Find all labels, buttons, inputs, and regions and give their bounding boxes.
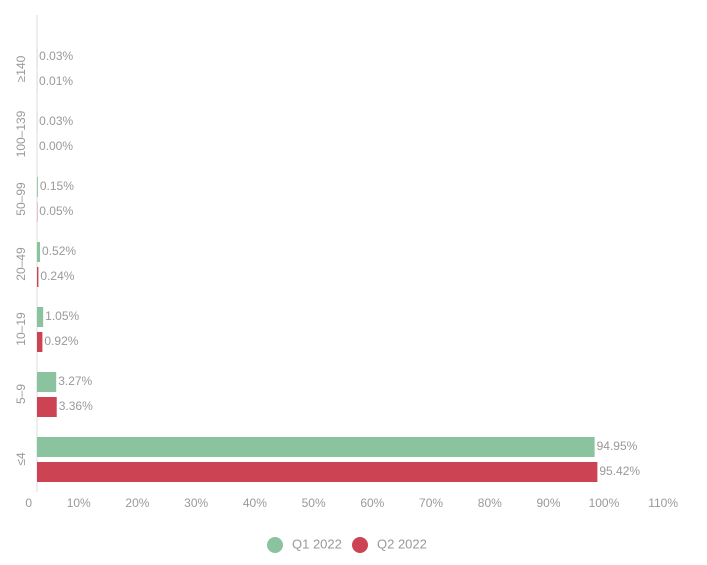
y-tick-label: 20–49 [14, 247, 28, 281]
value-label: 1.05% [45, 309, 79, 323]
y-tick-label: ≤4 [14, 452, 28, 466]
bar [37, 332, 43, 352]
value-label: 0.24% [40, 269, 74, 283]
x-tick-label: 10% [67, 496, 91, 510]
value-label: 0.03% [39, 49, 73, 63]
x-tick-label: 100% [589, 496, 620, 510]
y-tick-label: 10–19 [14, 312, 28, 346]
x-tick-label: 110% [648, 496, 678, 510]
bar [37, 397, 57, 417]
x-tick-label: 70% [419, 496, 443, 510]
y-tick-label: 50–99 [14, 182, 28, 216]
value-label: 0.01% [39, 74, 73, 88]
x-tick-label: 80% [478, 496, 502, 510]
value-label: 3.36% [59, 399, 93, 413]
y-tick-label: ≥140 [14, 55, 28, 82]
x-tick-label: 60% [360, 496, 384, 510]
value-label: 0.03% [39, 114, 73, 128]
value-label: 0.52% [42, 244, 76, 258]
x-tick-label: 50% [302, 496, 326, 510]
bar [37, 462, 598, 482]
x-tick-label: 40% [243, 496, 267, 510]
bar [37, 242, 41, 262]
x-tick-label: 0 [25, 496, 32, 510]
value-label: 0.05% [39, 204, 73, 218]
x-tick-label: 20% [125, 496, 149, 510]
value-label: 94.95% [597, 439, 638, 453]
legend-marker [352, 537, 368, 553]
value-label: 3.27% [58, 374, 92, 388]
y-tick-label: 100–139 [14, 110, 28, 157]
bar [37, 437, 595, 457]
value-label: 0.15% [40, 179, 74, 193]
bar [37, 307, 44, 327]
x-tick-label: 90% [537, 496, 561, 510]
bar [37, 177, 38, 197]
y-tick-label: 5–9 [14, 384, 28, 404]
x-tick-label: 30% [184, 496, 208, 510]
bar [37, 372, 57, 392]
value-label: 0.00% [39, 139, 73, 153]
bar [37, 267, 39, 287]
value-label: 0.92% [44, 334, 78, 348]
legend-label: Q1 2022 [292, 536, 342, 551]
legend-marker [267, 537, 283, 553]
value-label: 95.42% [599, 464, 640, 478]
legend-label: Q2 2022 [377, 536, 427, 551]
